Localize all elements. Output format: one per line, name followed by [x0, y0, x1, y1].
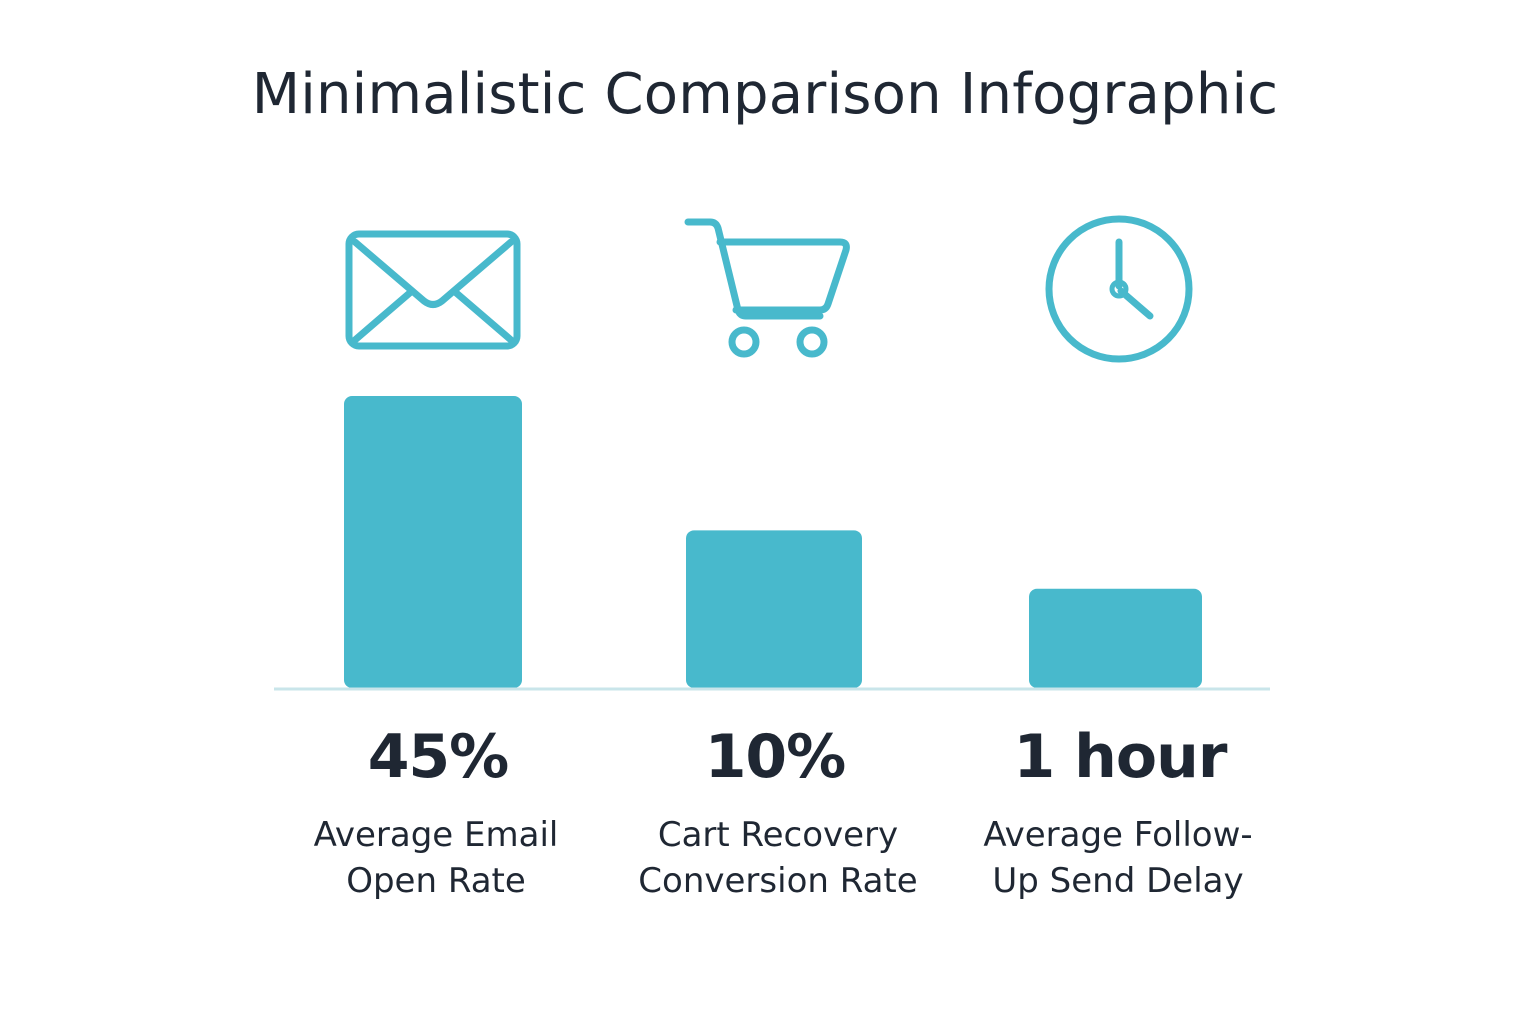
value-label-email: 45%: [367, 722, 510, 792]
chart-title: Minimalistic Comparison Infographic: [251, 62, 1279, 127]
category-label-line: Cart Recovery: [657, 815, 899, 855]
bar-follow-up-delay: [1029, 588, 1202, 688]
clock-icon: [1045, 215, 1193, 363]
envelope-icon: [345, 230, 521, 350]
shopping-cart-icon: [684, 218, 850, 358]
category-label-line: Open Rate: [346, 861, 526, 901]
value-label-delay: 1 hour: [1013, 722, 1228, 792]
category-label-line: Up Send Delay: [992, 861, 1244, 901]
category-label-line: Average Email: [313, 815, 559, 855]
value-label-cart: 10%: [704, 722, 847, 792]
category-label-delay: Average Follow- Up Send Delay: [938, 812, 1298, 904]
category-label-line: Conversion Rate: [638, 861, 918, 901]
bar-email-open-rate: [344, 396, 522, 688]
category-label-line: Average Follow-: [983, 815, 1253, 855]
bar-cart-recovery-rate: [686, 530, 862, 688]
category-label-email: Average Email Open Rate: [256, 812, 616, 904]
category-label-cart: Cart Recovery Conversion Rate: [598, 812, 958, 904]
